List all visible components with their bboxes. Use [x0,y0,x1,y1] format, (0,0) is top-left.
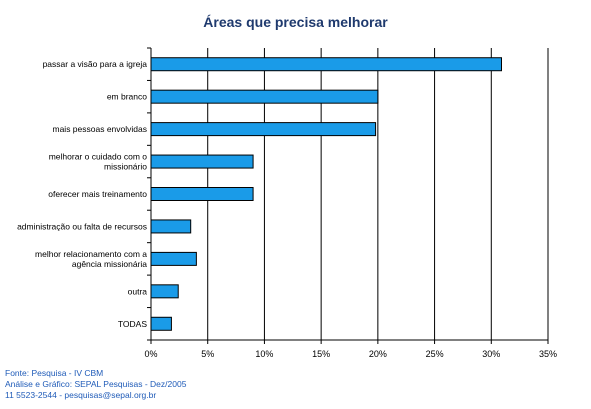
x-tick-label: 0% [144,349,157,359]
category-label: agência missionária [72,259,147,269]
bar [150,187,254,201]
category-label: missionário [104,162,147,172]
bar [150,122,377,137]
bar [150,219,192,234]
bar [150,154,254,169]
footer-source: Fonte: Pesquisa - IV CBM [5,368,104,378]
footer: Fonte: Pesquisa - IV CBM Análise e Gráfi… [5,368,186,401]
bar-layer [150,57,502,331]
x-tick-label: 25% [426,349,444,359]
bar [150,284,179,299]
category-label: passar a visão para a igreja [43,59,148,69]
category-label: melhorar o cuidado com o [49,152,148,162]
category-label: em branco [107,92,147,102]
axis-layer [147,47,549,344]
x-tick-label: 10% [255,349,273,359]
bar [150,89,379,104]
category-label: TODAS [118,319,147,329]
category-label: melhor relacionamento com a [35,249,147,259]
category-label: administração ou falta de recursos [17,221,147,231]
label-layer: 0% 5% 10% 15% 20% 25% 30% 35% passar a visão par… [17,59,557,359]
x-tick-label: 5% [201,349,214,359]
x-tick-label: 35% [539,349,557,359]
footer-analysis: Análise e Gráfico: SEPAL Pesquisas - Dez… [5,379,187,389]
x-tick-label: 20% [369,349,387,359]
footer-contact: 11 5523-2544 - pesquisas@sepal.org.br [5,390,157,400]
category-label: outra [128,286,148,296]
bar [150,57,502,72]
category-label: mais pessoas envolvidas [53,124,148,134]
bar [150,316,172,331]
x-tick-label: 30% [482,349,500,359]
x-tick-label: 15% [312,349,330,359]
chart-title: Áreas que precisa melhorar [203,14,388,30]
bar [150,251,197,266]
category-label: oferecer mais treinamento [48,189,147,199]
